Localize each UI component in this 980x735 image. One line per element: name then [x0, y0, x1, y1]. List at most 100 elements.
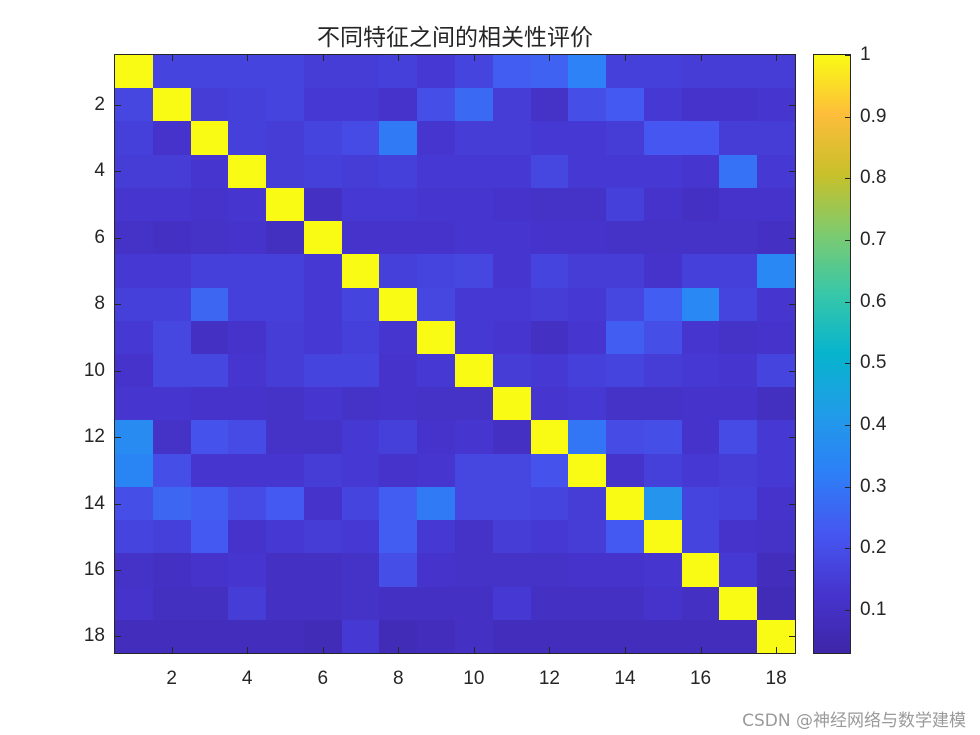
- y-tick-label: 10: [83, 359, 105, 381]
- heatmap-cell: [757, 553, 795, 587]
- heatmap-cell: [341, 88, 380, 122]
- y-tick-mark: [115, 304, 121, 306]
- heatmap-cell: [266, 254, 304, 288]
- y-tick-mark: [115, 569, 121, 571]
- heatmap-cell: [643, 453, 682, 487]
- heatmap-cell: [417, 520, 455, 554]
- heatmap-cell: [115, 520, 153, 554]
- heatmap-cell: [757, 387, 795, 421]
- heatmap-cell: [152, 121, 191, 155]
- heatmap-cell: [606, 154, 644, 188]
- heatmap-cell: [379, 586, 418, 620]
- heatmap-cell: [719, 121, 758, 155]
- heatmap-cell: [228, 586, 267, 620]
- heatmap-cell: [303, 586, 342, 620]
- y-tick-label: 16: [83, 558, 105, 580]
- heatmap-cell: [455, 420, 493, 454]
- heatmap-cell: [417, 154, 455, 188]
- heatmap-cell: [530, 221, 569, 255]
- heatmap-cell: [568, 88, 607, 122]
- x-tick-mark: [776, 647, 778, 653]
- y-tick-mark: [789, 636, 795, 638]
- heatmap-cell: [568, 187, 607, 222]
- heatmap-cell: [530, 287, 569, 321]
- heatmap-cell: [681, 553, 720, 587]
- x-tick-label: 18: [765, 668, 787, 689]
- colorbar-tick-label: 0.9: [860, 105, 887, 127]
- heatmap-cell: [190, 553, 229, 587]
- heatmap-cell: [492, 353, 531, 388]
- heatmap-cell: [530, 420, 569, 454]
- heatmap-cell: [681, 221, 720, 255]
- heatmap-cell: [530, 121, 569, 155]
- heatmap-cell: [492, 553, 531, 587]
- x-tick-mark: [549, 647, 551, 653]
- heatmap-cell: [303, 320, 342, 354]
- heatmap-cell: [643, 320, 682, 354]
- heatmap-cell: [115, 88, 153, 122]
- colorbar: [813, 54, 851, 654]
- heatmap-cell: [115, 287, 153, 321]
- heatmap-cell: [681, 520, 720, 554]
- heatmap-cell: [492, 221, 531, 255]
- heatmap-cell: [190, 187, 229, 222]
- heatmap-cell: [341, 121, 380, 155]
- heatmap-cell: [492, 387, 531, 421]
- heatmap-cell: [455, 88, 493, 122]
- heatmap-cell: [379, 453, 418, 487]
- heatmap-cell: [303, 221, 342, 255]
- heatmap-cell: [492, 254, 531, 288]
- heatmap-cell: [757, 287, 795, 321]
- heatmap-cell: [681, 453, 720, 487]
- x-tick-mark: [776, 55, 778, 61]
- heatmap-cell: [417, 353, 455, 388]
- heatmap-cell: [492, 420, 531, 454]
- heatmap-cell: [228, 221, 267, 255]
- heatmap-cell: [681, 486, 720, 521]
- heatmap-cell: [757, 221, 795, 255]
- heatmap-cell: [719, 619, 758, 653]
- heatmap-cell: [530, 553, 569, 587]
- heatmap-cell: [719, 586, 758, 620]
- heatmap-cell: [341, 154, 380, 188]
- y-tick-mark: [789, 171, 795, 173]
- x-tick-mark: [398, 647, 400, 653]
- heatmap-cell: [152, 254, 191, 288]
- y-tick-label: 2: [94, 93, 105, 115]
- heatmap-cell: [681, 88, 720, 122]
- heatmap-cell: [568, 320, 607, 354]
- colorbar-tick-label: 0.8: [860, 167, 887, 189]
- heatmap-cell: [757, 353, 795, 388]
- heatmap-cell: [530, 187, 569, 222]
- heatmap-cell: [303, 287, 342, 321]
- heatmap-cell: [530, 254, 569, 288]
- heatmap-cell: [115, 154, 153, 188]
- heatmap-cell: [303, 453, 342, 487]
- heatmap-cell: [606, 254, 644, 288]
- y-tick-mark: [115, 503, 121, 505]
- colorbar-tick-label: 0.2: [860, 537, 887, 559]
- heatmap-cell: [417, 387, 455, 421]
- heatmap-cell: [152, 420, 191, 454]
- heatmap-cell: [681, 420, 720, 454]
- heatmap-cell: [606, 619, 644, 653]
- heatmap-cell: [266, 619, 304, 653]
- heatmap-cell: [228, 420, 267, 454]
- heatmap-cell: [115, 453, 153, 487]
- x-tick-mark: [473, 55, 475, 61]
- heatmap-cell: [190, 55, 229, 89]
- heatmap-cell: [568, 221, 607, 255]
- heatmap-cell: [681, 586, 720, 620]
- heatmap-cell: [266, 486, 304, 521]
- heatmap-cell: [757, 453, 795, 487]
- colorbar-tick-mark: [845, 55, 850, 56]
- x-tick-mark: [700, 647, 702, 653]
- heatmap-cell: [303, 154, 342, 188]
- heatmap-cell: [417, 553, 455, 587]
- heatmap-cell: [492, 88, 531, 122]
- colorbar-tick-mark: [845, 116, 850, 118]
- heatmap-cell: [455, 254, 493, 288]
- heatmap-cell: [341, 353, 380, 388]
- x-tick-mark: [322, 55, 324, 61]
- heatmap-cell: [492, 453, 531, 487]
